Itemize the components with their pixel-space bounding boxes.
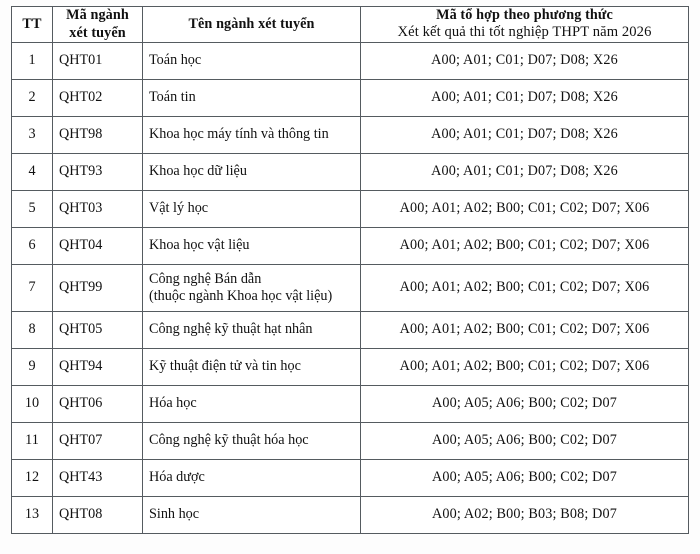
cell-major-code: QHT03 <box>52 190 143 229</box>
cell-row-number: 6 <box>11 227 53 266</box>
major-name-line1: Vật lý học <box>149 200 209 217</box>
column-header-tt: TT <box>11 5 53 44</box>
column-header-combination-line2: Xét kết quả thi tốt nghiệp THPT năm 2026 <box>397 24 652 41</box>
table-row: 8 QHT05 Công nghệ kỹ thuật hạt nhân A00; A0… <box>11 311 689 350</box>
table-row: 1 QHT01 Toán học A00; A01; C01; D07; D08; X… <box>11 42 689 81</box>
table-row: 5 QHT03 Vật lý học A00; A01; A02; B00; C01;… <box>11 190 689 229</box>
cell-subject-combination: A00; A05; A06; B00; C02; D07 <box>360 459 689 498</box>
cell-row-number: 9 <box>11 348 53 387</box>
major-name-line1: Hóa dược <box>149 469 205 486</box>
cell-subject-combination: A00; A05; A06; B00; C02; D07 <box>360 385 689 424</box>
cell-subject-combination: A00; A01; C01; D07; D08; X26 <box>360 79 689 118</box>
column-header-combination-line1: Mã tổ hợp theo phương thức <box>436 7 613 23</box>
column-header-major-code: Mã ngành xét tuyển <box>52 5 143 44</box>
major-name-line1: Công nghệ kỹ thuật hạt nhân <box>149 321 313 338</box>
column-header-major-name: Tên ngành xét tuyển <box>142 5 361 44</box>
cell-major-name: Hóa dược <box>142 459 361 498</box>
cell-major-code: QHT06 <box>52 385 143 424</box>
table-row: 11 QHT07 Công nghệ kỹ thuật hóa học A00; A0… <box>11 422 689 461</box>
column-header-major-code-line2: xét tuyển <box>69 24 126 41</box>
cell-major-name: Hóa học <box>142 385 361 424</box>
table-row: 13 QHT08 Sinh học A00; A02; B00; B03; B08; … <box>11 496 689 535</box>
cell-major-code: QHT07 <box>52 422 143 461</box>
cell-row-number: 5 <box>11 190 53 229</box>
table-header: TT Mã ngành xét tuyển Tên ngành xét tuyể… <box>11 5 689 44</box>
cell-major-code: QHT98 <box>52 116 143 155</box>
cell-major-name: Công nghệ kỹ thuật hóa học <box>142 422 361 461</box>
major-name-line2: (thuộc ngành Khoa học vật liệu) <box>149 288 333 305</box>
major-name-line1: Khoa học dữ liệu <box>149 163 247 180</box>
major-name-line1: Hóa học <box>149 395 197 412</box>
cell-row-number: 7 <box>11 264 53 313</box>
cell-major-name: Công nghệ kỹ thuật hạt nhân <box>142 311 361 350</box>
cell-subject-combination: A00; A01; A02; B00; C01; C02; D07; X06 <box>360 190 689 229</box>
cell-subject-combination: A00; A02; B00; B03; B08; D07 <box>360 496 689 535</box>
major-name-line1: Khoa học máy tính và thông tin <box>149 126 329 143</box>
major-name-line1: Sinh học <box>149 506 200 523</box>
major-name-line1: Toán học <box>149 52 202 69</box>
cell-subject-combination: A00; A01; C01; D07; D08; X26 <box>360 153 689 192</box>
cell-row-number: 3 <box>11 116 53 155</box>
cell-row-number: 8 <box>11 311 53 350</box>
cell-major-name: Khoa học dữ liệu <box>142 153 361 192</box>
cell-major-code: QHT04 <box>52 227 143 266</box>
cell-subject-combination: A00; A05; A06; B00; C02; D07 <box>360 422 689 461</box>
cell-major-code: QHT94 <box>52 348 143 387</box>
cell-major-code: QHT99 <box>52 264 143 313</box>
cell-subject-combination: A00; A01; A02; B00; C01; C02; D07; X06 <box>360 311 689 350</box>
admissions-majors-table: TT Mã ngành xét tuyển Tên ngành xét tuyể… <box>11 5 689 535</box>
cell-row-number: 13 <box>11 496 53 535</box>
table-row: 2 QHT02 Toán tin A00; A01; C01; D07; D08; X… <box>11 79 689 118</box>
header-row: TT Mã ngành xét tuyển Tên ngành xét tuyể… <box>11 5 689 44</box>
cell-subject-combination: A00; A01; C01; D07; D08; X26 <box>360 116 689 155</box>
cell-major-name: Kỹ thuật điện tử và tin học <box>142 348 361 387</box>
cell-major-name: Công nghệ Bán dẫn (thuộc ngành Khoa học v… <box>142 264 361 313</box>
cell-major-code: QHT01 <box>52 42 143 81</box>
cell-row-number: 12 <box>11 459 53 498</box>
cell-subject-combination: A00; A01; A02; B00; C01; C02; D07; X06 <box>360 348 689 387</box>
table-row: 9 QHT94 Kỹ thuật điện tử và tin học A00; A0… <box>11 348 689 387</box>
cell-major-code: QHT08 <box>52 496 143 535</box>
cell-row-number: 1 <box>11 42 53 81</box>
cell-major-name: Sinh học <box>142 496 361 535</box>
major-name-line1: Công nghệ Bán dẫn <box>149 270 262 287</box>
major-name-line1: Kỹ thuật điện tử và tin học <box>149 358 301 375</box>
cell-major-code: QHT02 <box>52 79 143 118</box>
cell-major-code: QHT43 <box>52 459 143 498</box>
table-row: 4 QHT93 Khoa học dữ liệu A00; A01; C01; D07… <box>11 153 689 192</box>
cell-major-name: Toán tin <box>142 79 361 118</box>
table-row: 12 QHT43 Hóa dược A00; A05; A06; B00; C02; … <box>11 459 689 498</box>
cell-subject-combination: A00; A01; A02; B00; C01; C02; D07; X06 <box>360 264 689 313</box>
table-row: 3 QHT98 Khoa học máy tính và thông tin A00;… <box>11 116 689 155</box>
cell-major-code: QHT93 <box>52 153 143 192</box>
table-row: 10 QHT06 Hóa học A00; A05; A06; B00; C02; D… <box>11 385 689 424</box>
cell-subject-combination: A00; A01; C01; D07; D08; X26 <box>360 42 689 81</box>
major-name-line1: Công nghệ kỹ thuật hóa học <box>149 432 309 449</box>
cell-major-name: Toán học <box>142 42 361 81</box>
cell-subject-combination: A00; A01; A02; B00; C01; C02; D07; X06 <box>360 227 689 266</box>
table-body: 1 QHT01 Toán học A00; A01; C01; D07; D08; X… <box>11 42 689 535</box>
column-header-major-code-line1: Mã ngành <box>66 7 129 24</box>
major-name-line1: Toán tin <box>149 89 196 106</box>
cell-major-code: QHT05 <box>52 311 143 350</box>
column-header-subject-combination: Mã tổ hợp theo phương thức Xét kết quả t… <box>360 5 689 44</box>
cell-major-name: Khoa học máy tính và thông tin <box>142 116 361 155</box>
major-name-line1: Khoa học vật liệu <box>149 237 250 254</box>
cell-row-number: 10 <box>11 385 53 424</box>
cell-row-number: 11 <box>11 422 53 461</box>
table-row: 7 QHT99 Công nghệ Bán dẫn (thuộc ngành Khoa… <box>11 264 689 313</box>
cell-row-number: 2 <box>11 79 53 118</box>
cell-major-name: Khoa học vật liệu <box>142 227 361 266</box>
cell-major-name: Vật lý học <box>142 190 361 229</box>
cell-row-number: 4 <box>11 153 53 192</box>
table-row: 6 QHT04 Khoa học vật liệu A00; A01; A02; B0… <box>11 227 689 266</box>
